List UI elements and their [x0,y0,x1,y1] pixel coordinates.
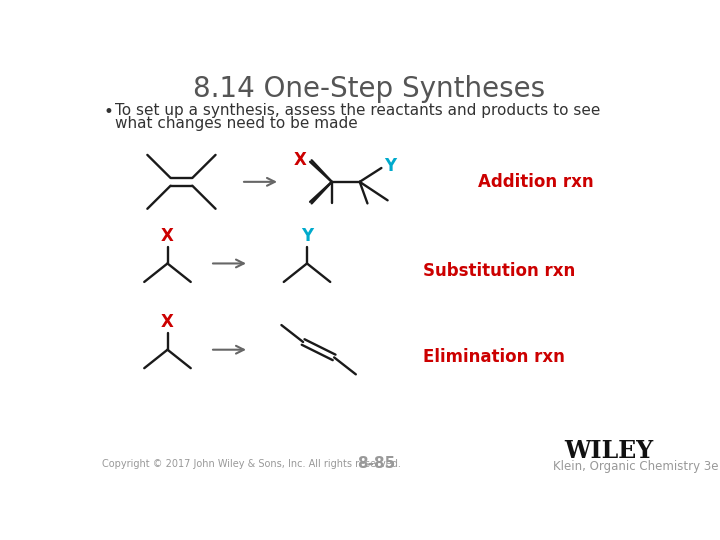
Text: To set up a synthesis, assess the reactants and products to see: To set up a synthesis, assess the reacta… [114,103,600,118]
Text: X: X [161,313,174,331]
Text: 8.14 One-Step Syntheses: 8.14 One-Step Syntheses [193,75,545,103]
Text: X: X [294,151,307,169]
Text: Substitution rxn: Substitution rxn [423,262,575,280]
Text: Copyright © 2017 John Wiley & Sons, Inc. All rights reserved.: Copyright © 2017 John Wiley & Sons, Inc.… [102,458,400,469]
Text: 8-85: 8-85 [358,456,396,471]
Text: Y: Y [384,158,397,176]
Text: X: X [161,227,174,245]
Text: what changes need to be made: what changes need to be made [114,116,358,131]
Text: Klein, Organic Chemistry 3e: Klein, Organic Chemistry 3e [554,460,719,473]
Text: Elimination rxn: Elimination rxn [423,348,565,367]
Text: WILEY: WILEY [564,440,654,463]
Text: •: • [104,103,114,122]
Text: Y: Y [301,227,313,245]
Text: Addition rxn: Addition rxn [477,173,593,191]
